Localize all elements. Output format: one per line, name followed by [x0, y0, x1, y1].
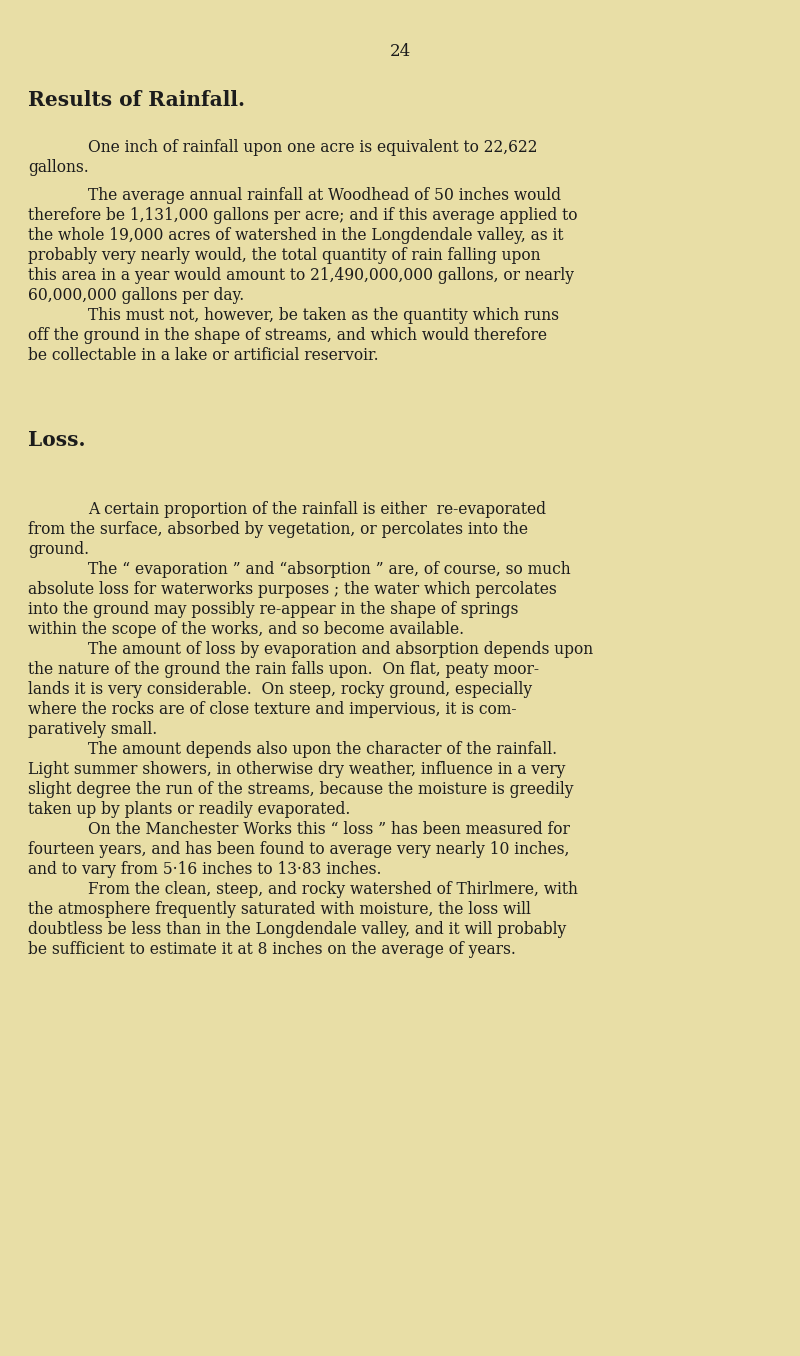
Text: fourteen years, and has been found to average very nearly 10 inches,: fourteen years, and has been found to av… — [28, 842, 570, 858]
Text: 60,000,000 gallons per day.: 60,000,000 gallons per day. — [28, 287, 244, 305]
Text: gallons.: gallons. — [28, 160, 89, 176]
Text: ground.: ground. — [28, 541, 89, 559]
Text: Loss.: Loss. — [28, 430, 86, 450]
Text: One inch of rainfall upon one acre is equivalent to 22,622: One inch of rainfall upon one acre is eq… — [88, 140, 538, 156]
Text: On the Manchester Works this “ loss ” has been measured for: On the Manchester Works this “ loss ” ha… — [88, 822, 570, 838]
Text: absolute loss for waterworks purposes ; the water which percolates: absolute loss for waterworks purposes ; … — [28, 582, 557, 598]
Text: be sufficient to estimate it at 8 inches on the average of years.: be sufficient to estimate it at 8 inches… — [28, 941, 516, 959]
Text: the atmosphere frequently saturated with moisture, the loss will: the atmosphere frequently saturated with… — [28, 902, 531, 918]
Text: The amount of loss by evaporation and absorption depends upon: The amount of loss by evaporation and ab… — [88, 641, 593, 659]
Text: be collectable in a lake or artificial reservoir.: be collectable in a lake or artificial r… — [28, 347, 378, 365]
Text: into the ground may possibly re-appear in the shape of springs: into the ground may possibly re-appear i… — [28, 602, 518, 618]
Text: This must not, however, be taken as the quantity which runs: This must not, however, be taken as the … — [88, 308, 559, 324]
Text: off the ground in the shape of streams, and which would therefore: off the ground in the shape of streams, … — [28, 328, 547, 344]
Text: the nature of the ground the rain falls upon.  On flat, peaty moor-: the nature of the ground the rain falls … — [28, 662, 539, 678]
Text: and to vary from 5·16 inches to 13·83 inches.: and to vary from 5·16 inches to 13·83 in… — [28, 861, 382, 879]
Text: Light summer showers, in otherwise dry weather, influence in a very: Light summer showers, in otherwise dry w… — [28, 762, 566, 778]
Text: paratively small.: paratively small. — [28, 721, 158, 739]
Text: Results of Rainfall.: Results of Rainfall. — [28, 89, 245, 110]
Text: where the rocks are of close texture and impervious, it is com-: where the rocks are of close texture and… — [28, 701, 517, 719]
Text: this area in a year would amount to 21,490,000,000 gallons, or nearly: this area in a year would amount to 21,4… — [28, 267, 574, 285]
Text: The average annual rainfall at Woodhead of 50 inches would: The average annual rainfall at Woodhead … — [88, 187, 561, 205]
Text: slight degree the run of the streams, because the moisture is greedily: slight degree the run of the streams, be… — [28, 781, 574, 799]
Text: therefore be 1,131,000 gallons per acre; and if this average applied to: therefore be 1,131,000 gallons per acre;… — [28, 207, 578, 225]
Text: taken up by plants or readily evaporated.: taken up by plants or readily evaporated… — [28, 801, 350, 819]
Text: 24: 24 — [390, 43, 410, 61]
Text: lands it is very considerable.  On steep, rocky ground, especially: lands it is very considerable. On steep,… — [28, 682, 532, 698]
Text: within the scope of the works, and so become available.: within the scope of the works, and so be… — [28, 621, 464, 639]
Text: The “ evaporation ” and “absorption ” are, of course, so much: The “ evaporation ” and “absorption ” ar… — [88, 561, 570, 579]
Text: From the clean, steep, and rocky watershed of Thirlmere, with: From the clean, steep, and rocky watersh… — [88, 881, 578, 899]
Text: doubtless be less than in the Longdendale valley, and it will probably: doubtless be less than in the Longdendal… — [28, 922, 566, 938]
Text: the whole 19,000 acres of watershed in the Longdendale valley, as it: the whole 19,000 acres of watershed in t… — [28, 228, 563, 244]
Text: A certain proportion of the rainfall is either  re-evaporated: A certain proportion of the rainfall is … — [88, 502, 546, 518]
Text: probably very nearly would, the total quantity of rain falling upon: probably very nearly would, the total qu… — [28, 248, 541, 264]
Text: from the surface, absorbed by vegetation, or percolates into the: from the surface, absorbed by vegetation… — [28, 522, 528, 538]
Text: The amount depends also upon the character of the rainfall.: The amount depends also upon the charact… — [88, 742, 557, 758]
